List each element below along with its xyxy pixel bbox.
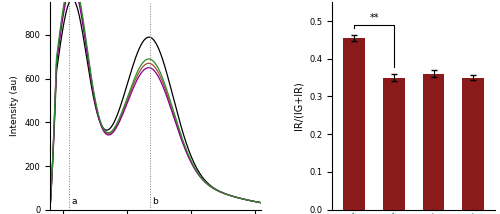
Text: b: b [152, 197, 158, 206]
Text: B: B [296, 0, 306, 1]
Y-axis label: IR/(IG+IR): IR/(IG+IR) [294, 82, 304, 130]
Text: **: ** [370, 13, 379, 23]
Text: a: a [72, 197, 78, 206]
Bar [344, 38, 365, 210]
Bar [462, 78, 484, 210]
Bar [383, 78, 405, 210]
Y-axis label: Intensity (au): Intensity (au) [10, 76, 19, 136]
Bar [422, 74, 444, 210]
Text: A: A [16, 0, 26, 1]
